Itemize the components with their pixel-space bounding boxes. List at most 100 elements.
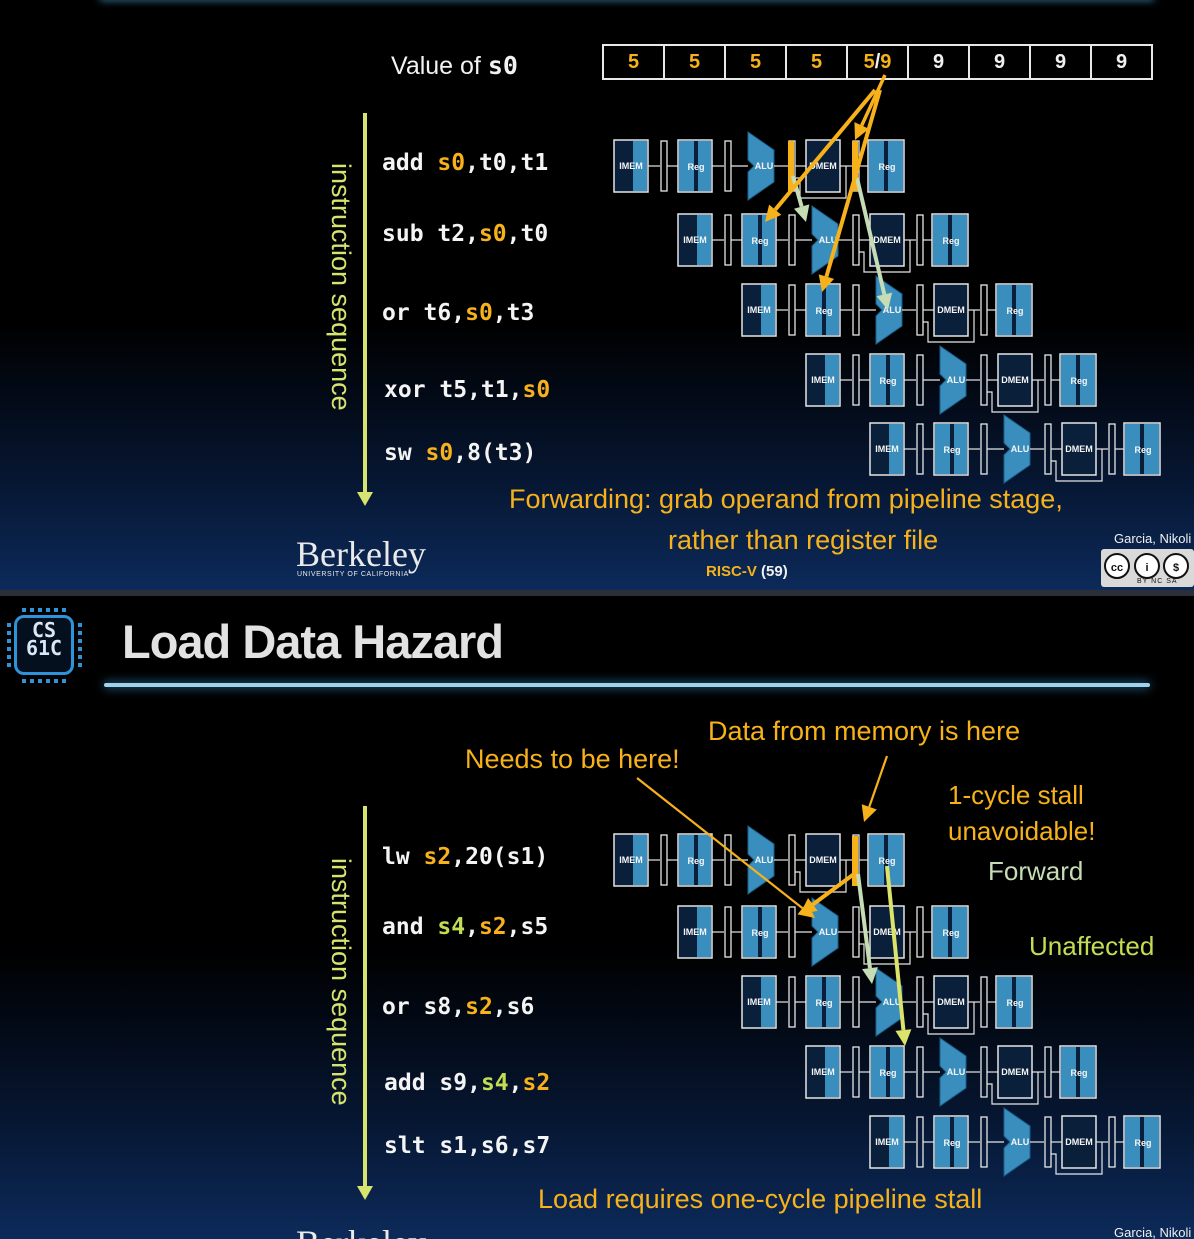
imem-fill	[761, 285, 775, 335]
writeback-reg-label: Reg	[1006, 306, 1023, 316]
bypass-wire	[1051, 1142, 1103, 1175]
dmem-box	[997, 1045, 1033, 1099]
data-here-pointer-head	[861, 804, 877, 822]
writeback-reg-label: Reg	[942, 236, 959, 246]
alu-label: ALU	[819, 927, 838, 937]
instruction-sequence-label: instruction sequence	[326, 163, 356, 411]
dmem-label: DMEM	[809, 161, 837, 171]
forward-orange-2-head	[818, 274, 835, 292]
pipe-register	[660, 834, 668, 886]
s0-value-table: 5 5 5 5 5/9 9 9 9 9	[602, 44, 1153, 80]
s2-instruction-5: slt s1,s6,s7	[384, 1133, 551, 1159]
pipe-register	[724, 834, 732, 886]
unaffected-arrow-head	[895, 1029, 912, 1046]
pipe-register	[916, 976, 924, 1028]
reg-label: Reg	[879, 376, 896, 386]
imem-fill	[889, 1117, 903, 1167]
pipe-register	[916, 1116, 924, 1168]
wb-fill-left	[997, 977, 1012, 1027]
logo-text-61c: 61C	[25, 636, 63, 660]
writeback-reg-label: Reg	[942, 928, 959, 938]
pipe-register	[1044, 1046, 1052, 1098]
bypass-wire	[923, 310, 975, 343]
cc-labels: BY NC SA	[1137, 578, 1178, 585]
dmem-label: DMEM	[1065, 1137, 1093, 1147]
imem-fill	[633, 835, 647, 885]
reg-fill-right	[698, 835, 711, 885]
value-cell: 9	[907, 44, 970, 80]
reg-label: Reg	[943, 445, 960, 455]
forward-back-arrow-head	[800, 898, 818, 914]
imem-label: IMEM	[683, 235, 707, 245]
writeback-reg-label: Reg	[1070, 376, 1087, 386]
pipe-register	[852, 214, 860, 266]
dmem-label: DMEM	[809, 855, 837, 865]
s1-instruction-3: or t6,s0,t3	[382, 300, 535, 326]
wb-fill-right	[1016, 285, 1031, 335]
forward-green-2-line	[855, 177, 887, 295]
forward-orange-2-line	[824, 89, 882, 278]
s1-instruction-4: xor t5,t1,s0	[384, 377, 551, 403]
value-cell: 5	[724, 44, 787, 80]
alu-label: ALU	[755, 855, 774, 865]
wb-fill-left	[1061, 355, 1076, 405]
note-needs-to-be-here: Needs to be here!	[465, 744, 680, 774]
imem-fill	[697, 215, 711, 265]
pipe-register	[980, 354, 988, 406]
reg-fill-left	[743, 215, 758, 265]
reg-fill-right	[890, 1047, 903, 1097]
imem-label: IMEM	[747, 997, 771, 1007]
bypass-wire	[859, 932, 911, 965]
note-data-from-memory: Data from memory is here	[708, 716, 1021, 746]
alu-shape	[939, 1037, 967, 1107]
title-underline	[104, 683, 1150, 687]
writeback-reg-label: Reg	[878, 162, 895, 172]
wb-fill-left	[933, 215, 948, 265]
dmem-box	[869, 905, 905, 959]
wb-fill-left	[997, 285, 1012, 335]
pipe-register	[916, 284, 924, 336]
mem-result-highlight	[852, 836, 858, 886]
note-stall-line1: 1-cycle stall	[948, 780, 1084, 810]
berkeley-logo: Berkeley	[296, 534, 426, 574]
unaffected-arrow-line	[885, 865, 906, 1031]
author-credit: Garcia, Nikoli	[1114, 1225, 1192, 1239]
sequence-arrow	[363, 113, 367, 493]
slide-forwarding: Value of s0 5 5 5 5 5/9 9 9 9 9 instruction sequ…	[0, 0, 1194, 590]
s2-instruction-2: and s4,s2,s5	[382, 914, 549, 940]
pipe-register	[852, 906, 860, 958]
reg-fill-left	[807, 285, 822, 335]
wb-fill-right	[1080, 355, 1095, 405]
reg-fill-left	[871, 355, 886, 405]
wb-fill-right	[1144, 424, 1159, 474]
reg-fill-right	[890, 355, 903, 405]
forward-orange-3-head	[854, 122, 869, 140]
alu-shape	[1003, 1107, 1031, 1177]
forward-orange-1-line	[773, 88, 877, 211]
wb-fill-left	[1061, 1047, 1076, 1097]
imem-label: IMEM	[619, 161, 643, 171]
dmem-label: DMEM	[1001, 1067, 1029, 1077]
mem-result-highlight	[852, 141, 858, 191]
imem-label: IMEM	[811, 1067, 835, 1077]
dmem-label: DMEM	[937, 997, 965, 1007]
note-forward: Forward	[988, 856, 1084, 886]
s2-instruction-4: add s9,s4,s2	[384, 1070, 551, 1096]
value-cell: 9	[968, 44, 1031, 80]
nc-icon: $	[1163, 553, 1189, 579]
imem-fill	[633, 141, 647, 191]
wb-fill-left	[869, 141, 884, 191]
pipe-register	[724, 140, 732, 192]
reg-label: Reg	[943, 1138, 960, 1148]
imem-fill	[825, 355, 839, 405]
wb-fill-right	[1080, 1047, 1095, 1097]
alu-result-highlight	[788, 141, 794, 191]
wb-fill-right	[952, 907, 967, 957]
slide-load-data-hazard: CS 61C Load Data Hazard instruction seque…	[0, 596, 1194, 1239]
value-cell: 5	[602, 44, 665, 80]
reg-fill-right	[762, 907, 775, 957]
reg-label: Reg	[687, 856, 704, 866]
imem-label: IMEM	[683, 927, 707, 937]
forward-green-head	[862, 967, 878, 984]
imem-label: IMEM	[875, 444, 899, 454]
